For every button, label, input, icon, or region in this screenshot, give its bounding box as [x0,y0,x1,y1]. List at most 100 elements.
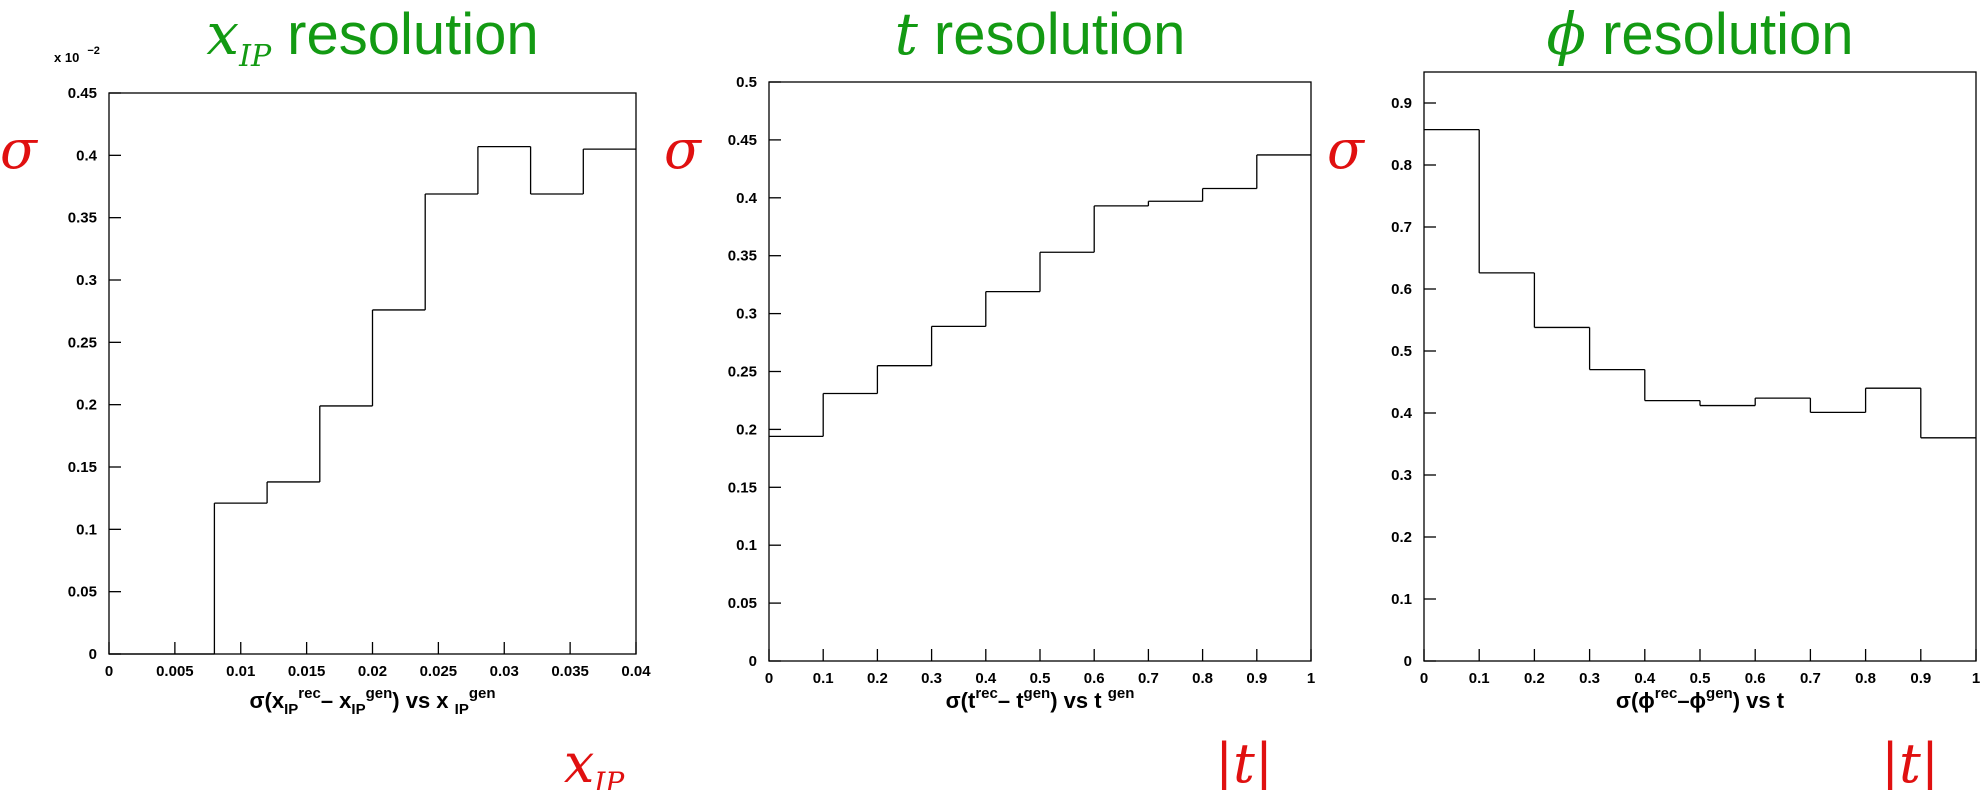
panel: 0 0.05 0.1 0.15 0.2 0.25 0.3 0.35 0.4 0.45 0.5 0 0.1… [664,0,1315,790]
y-axis-label: σ [1327,118,1366,181]
title-symbol: t [895,0,919,68]
x-tick-label: 0.035 [551,663,589,680]
x-tick-label: 0.02 [358,663,387,680]
title-symbol-subscript: IP [238,39,272,74]
axis-multiplier: x 10 −2 [54,45,100,65]
caption-part: rec [975,685,998,702]
y-axis-label: σ [0,118,39,181]
y-tick-label: 0.3 [1391,467,1412,484]
x-tick-label: 0.015 [288,663,326,680]
caption-part: σ(x [249,688,284,713]
caption-part: – t [998,688,1024,713]
x-tick-label: 0.4 [1634,670,1656,687]
plot-frame [768,81,1312,662]
x-tick-label: 0 [1420,670,1428,687]
y-tick-label: 0 [1404,653,1412,670]
x-label-symbol: |t| [1215,732,1273,790]
caption-part: gen [1108,685,1135,702]
y-tick-label: 0.4 [1391,405,1413,422]
x-tick-label: 0.2 [1524,670,1545,687]
caption-part: gen [1024,685,1051,702]
y-tick-label: 0.1 [1391,591,1412,608]
y-axis-label: σ [664,118,703,181]
caption-part: rec [298,685,321,702]
x-tick-label: 0.9 [1246,670,1267,687]
y-tick-label: 0 [749,653,757,670]
x-tick-label: 0.04 [621,663,651,680]
caption-part: –ϕ [1677,688,1706,713]
panel-title: ϕ resolution [1546,0,1853,68]
caption-part: ) vs t [1050,688,1107,713]
y-tick-label: 0.3 [76,272,97,289]
x-tick-label: 0.9 [1910,670,1931,687]
caption-part: – x [321,688,352,713]
x-tick-label: 0.7 [1138,670,1159,687]
y-tick-label: 0.1 [76,521,97,538]
x-tick-label: 0.7 [1800,670,1821,687]
y-tick-label: 0.5 [1391,343,1412,360]
x-axis-label: xIP [564,732,626,790]
x-tick-label: 0.8 [1855,670,1876,687]
y-tick-label: 0.05 [728,595,757,612]
y-tick-label: 0.2 [1391,529,1412,546]
x-tick-label: 1 [1972,670,1980,687]
x-tick-label: 0.03 [490,663,519,680]
y-tick-label: 0.05 [68,584,97,601]
caption-part: gen [1706,685,1733,702]
x-label-subscript: IP [593,766,625,790]
x-tick-label: 0 [765,670,773,687]
x-tick-label: 0.4 [975,670,997,687]
panel: 0 0.05 0.1 0.15 0.2 0.25 0.3 0.35 0.4 0.45 0 0.005 0… [0,0,651,790]
title-symbol: x [206,0,239,68]
y-tick-label: 0 [89,646,97,663]
caption-part: σ(ϕ [1616,688,1655,713]
y-tick-label: 0.45 [728,132,757,149]
x-tick-label: 0.5 [1030,670,1051,687]
title-text: resolution [934,2,1185,67]
y-tick-label: 0.15 [68,459,97,476]
y-tick-label: 0.1 [736,537,757,554]
caption-part: rec [1655,685,1678,702]
x-label-symbol: x [564,732,594,790]
x-tick-label: 0.6 [1084,670,1105,687]
y-tick-label: 0.3 [736,306,757,323]
caption-part: IP [455,701,469,718]
title-symbol: ϕ [1546,0,1586,68]
y-tick-label: 0.4 [76,147,98,164]
x-tick-label: 0.2 [867,670,888,687]
y-tick-label: 0.25 [68,334,97,351]
y-tick-label: 0.45 [68,85,97,102]
title-text: resolution [1602,2,1853,67]
x-tick-label: 1 [1307,670,1315,687]
x-tick-label: 0.025 [420,663,458,680]
y-tick-label: 0.4 [736,190,758,207]
x-tick-label: 0.3 [1579,670,1600,687]
axis-caption: σ(xIPrec– xIPgen) vs x IPgen [249,685,495,718]
caption-part: gen [366,685,393,702]
panel: 0 0.1 0.2 0.3 0.4 0.5 0.6 0.7 0.8 0.9 0 0.1 0.2 0.3 0.… [1327,0,1980,790]
axis-caption: σ(ϕrec–ϕgen) vs t [1616,685,1785,713]
x-tick-label: 0.005 [156,663,194,680]
caption-part: IP [351,701,365,718]
panel-title: xIP resolution [206,0,538,74]
y-tick-label: 0.8 [1391,157,1412,174]
caption-part: ) vs t [1733,688,1785,713]
y-tick-label: 0.15 [728,479,757,496]
y-tick-label: 0.25 [728,364,757,381]
x-axis-label: |t| [1215,732,1273,790]
x-tick-label: 0.1 [1469,670,1490,687]
y-tick-label: 0.6 [1391,281,1412,298]
caption-part: σ(t [946,688,976,713]
multiplier-base: x 10 [54,50,79,65]
x-tick-label: 0.5 [1690,670,1711,687]
multiplier-exponent: −2 [87,45,100,57]
x-axis-label: |t| [1881,732,1939,790]
plot-frame [1423,71,1977,662]
caption-part: IP [284,701,298,718]
y-tick-label: 0.2 [76,397,97,414]
x-tick-label: 0 [105,663,113,680]
panel-title: t resolution [895,0,1186,68]
y-tick-label: 0.9 [1391,95,1412,112]
caption-part: ) vs x [392,688,454,713]
